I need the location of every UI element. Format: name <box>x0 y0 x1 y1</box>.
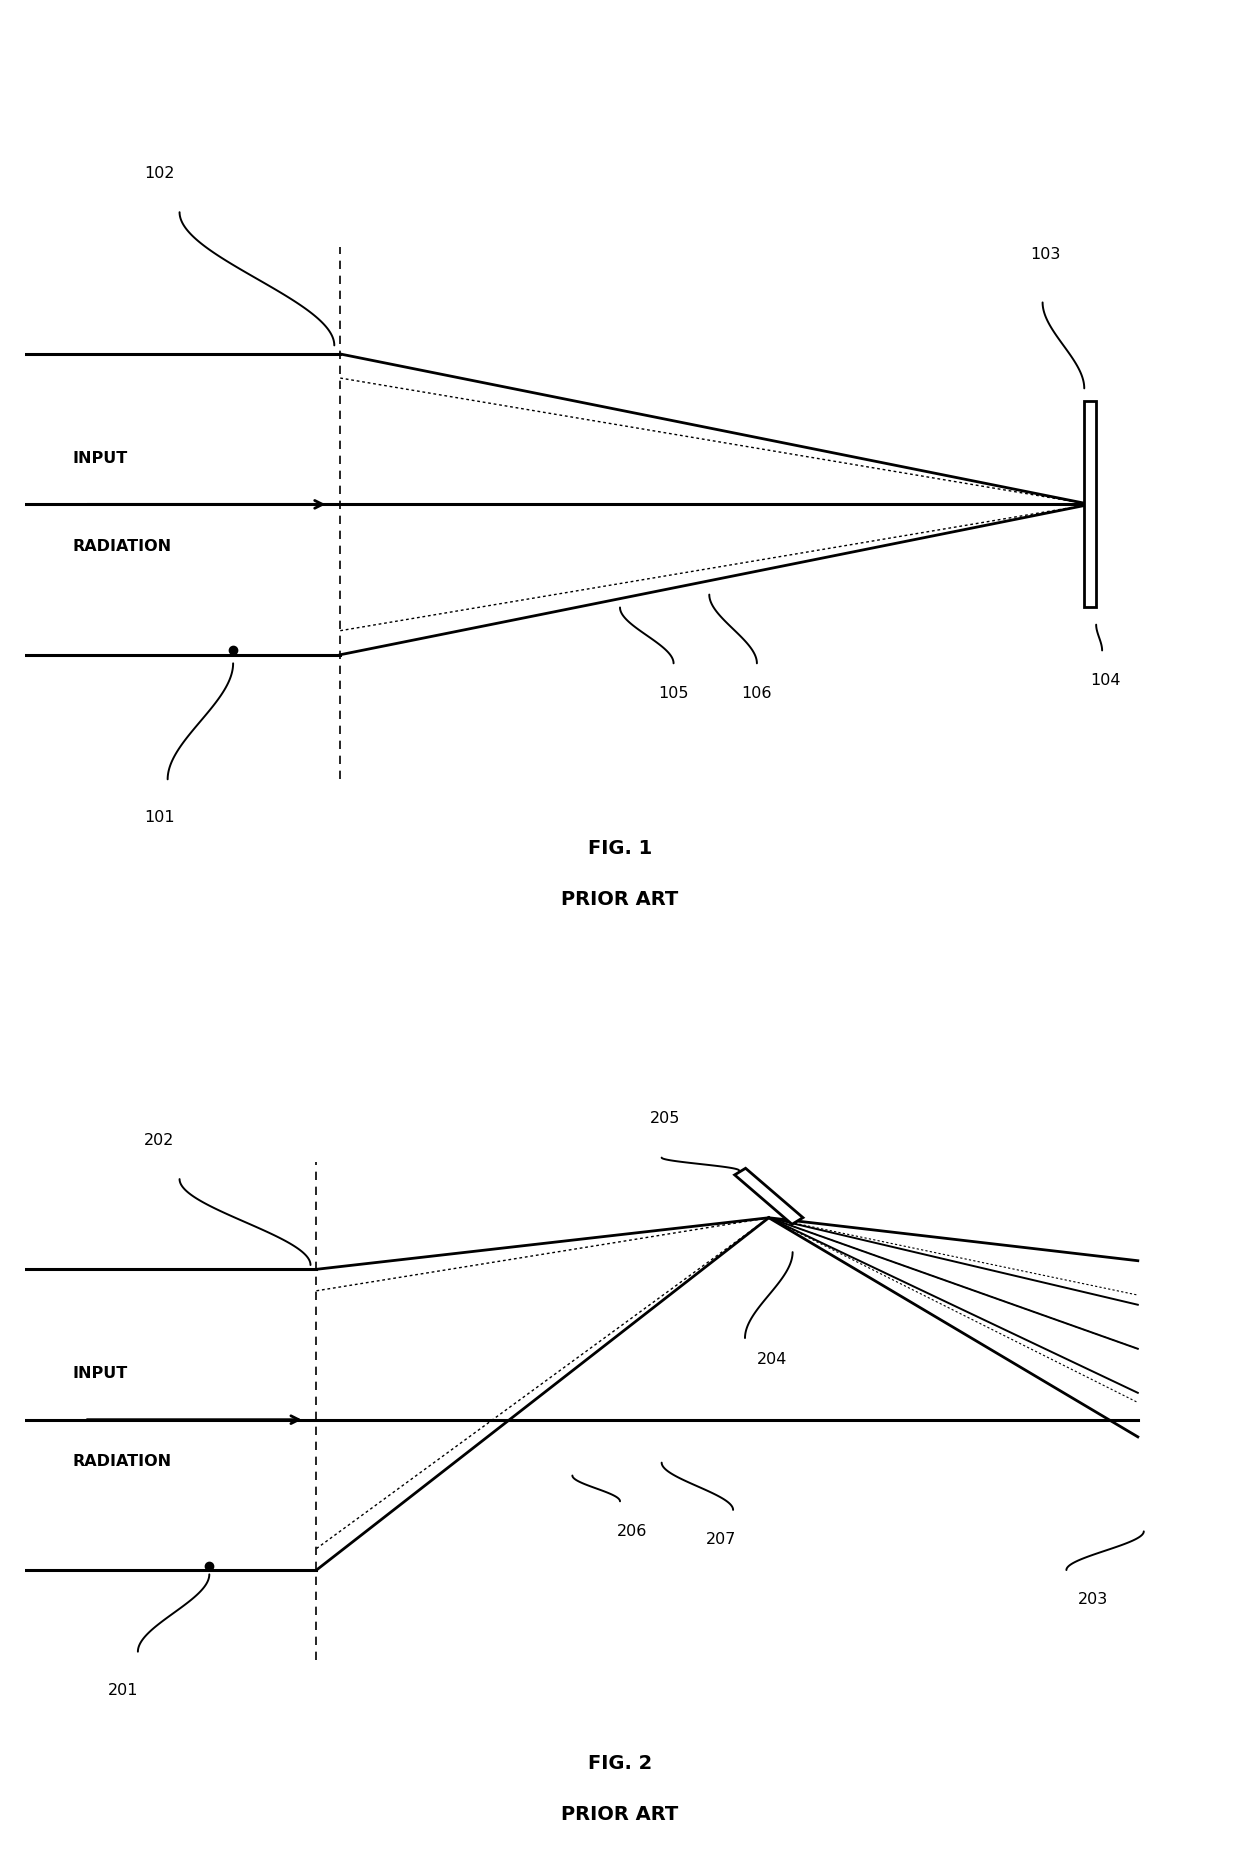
Text: INPUT: INPUT <box>72 450 128 465</box>
Text: 106: 106 <box>742 686 773 700</box>
Text: 105: 105 <box>658 686 688 700</box>
Text: RADIATION: RADIATION <box>72 1453 171 1468</box>
Text: 206: 206 <box>616 1524 647 1539</box>
Text: RADIATION: RADIATION <box>72 538 171 553</box>
Text: 205: 205 <box>650 1111 680 1126</box>
Text: 203: 203 <box>1079 1592 1109 1608</box>
Text: 202: 202 <box>144 1132 174 1147</box>
Text: 201: 201 <box>108 1683 139 1698</box>
Text: INPUT: INPUT <box>72 1366 128 1380</box>
Text: 204: 204 <box>756 1352 787 1367</box>
Text: 103: 103 <box>1030 247 1061 263</box>
Text: 102: 102 <box>144 166 175 181</box>
Text: 207: 207 <box>706 1532 737 1547</box>
Text: PRIOR ART: PRIOR ART <box>562 1806 678 1825</box>
Text: 104: 104 <box>1090 672 1121 687</box>
Polygon shape <box>734 1168 804 1224</box>
Text: 101: 101 <box>144 811 175 826</box>
Bar <box>1084 402 1096 607</box>
Text: FIG. 2: FIG. 2 <box>588 1754 652 1773</box>
Text: PRIOR ART: PRIOR ART <box>562 891 678 910</box>
Text: FIG. 1: FIG. 1 <box>588 839 652 857</box>
